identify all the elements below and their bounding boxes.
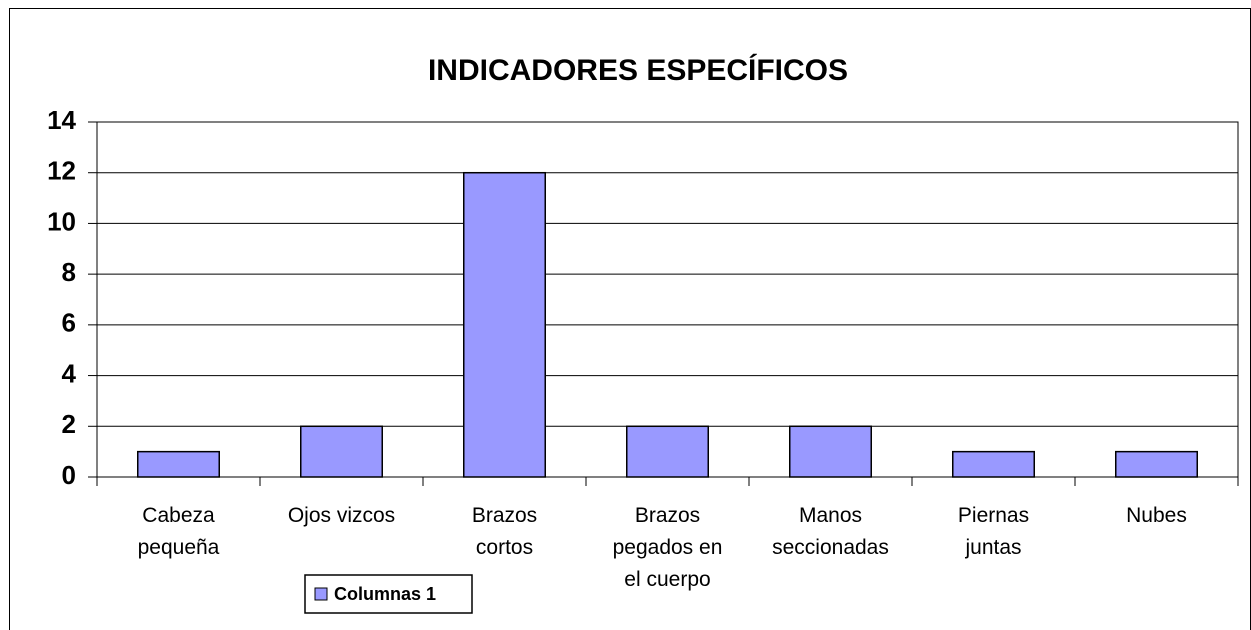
x-tick-label: Nubes [1126, 504, 1187, 527]
y-tick-label: 6 [62, 308, 76, 338]
y-tick-label: 12 [47, 156, 76, 186]
legend-box [304, 574, 473, 614]
bar [626, 425, 709, 478]
x-tick-label: Cabeza pequeña [138, 504, 220, 559]
y-tick-label: 4 [62, 358, 77, 388]
x-tick-label: Manos seccionadas [772, 504, 889, 559]
y-tick-label: 2 [62, 409, 76, 439]
bar [789, 425, 872, 478]
bar [137, 450, 220, 478]
chart-title: INDICADORES ESPECÍFICOS [428, 53, 848, 87]
bar [952, 450, 1035, 478]
y-tick-label: 8 [62, 257, 76, 287]
x-tick-label: Brazos pegados en el cuerpo [613, 504, 723, 591]
x-tick-label: Brazos cortos [472, 504, 537, 559]
plot-area [96, 121, 1239, 478]
bar [300, 425, 383, 478]
legend-swatch [314, 587, 328, 601]
bar [1115, 450, 1198, 478]
bar [463, 171, 546, 478]
legend-label: Columnas 1 [334, 584, 436, 604]
y-tick-label: 10 [47, 206, 76, 236]
x-tick-label: Ojos vizcos [288, 504, 395, 527]
y-tick-label: 14 [47, 105, 76, 135]
y-tick-label: 0 [62, 460, 76, 490]
x-tick-label: Piernas juntas [958, 504, 1029, 559]
